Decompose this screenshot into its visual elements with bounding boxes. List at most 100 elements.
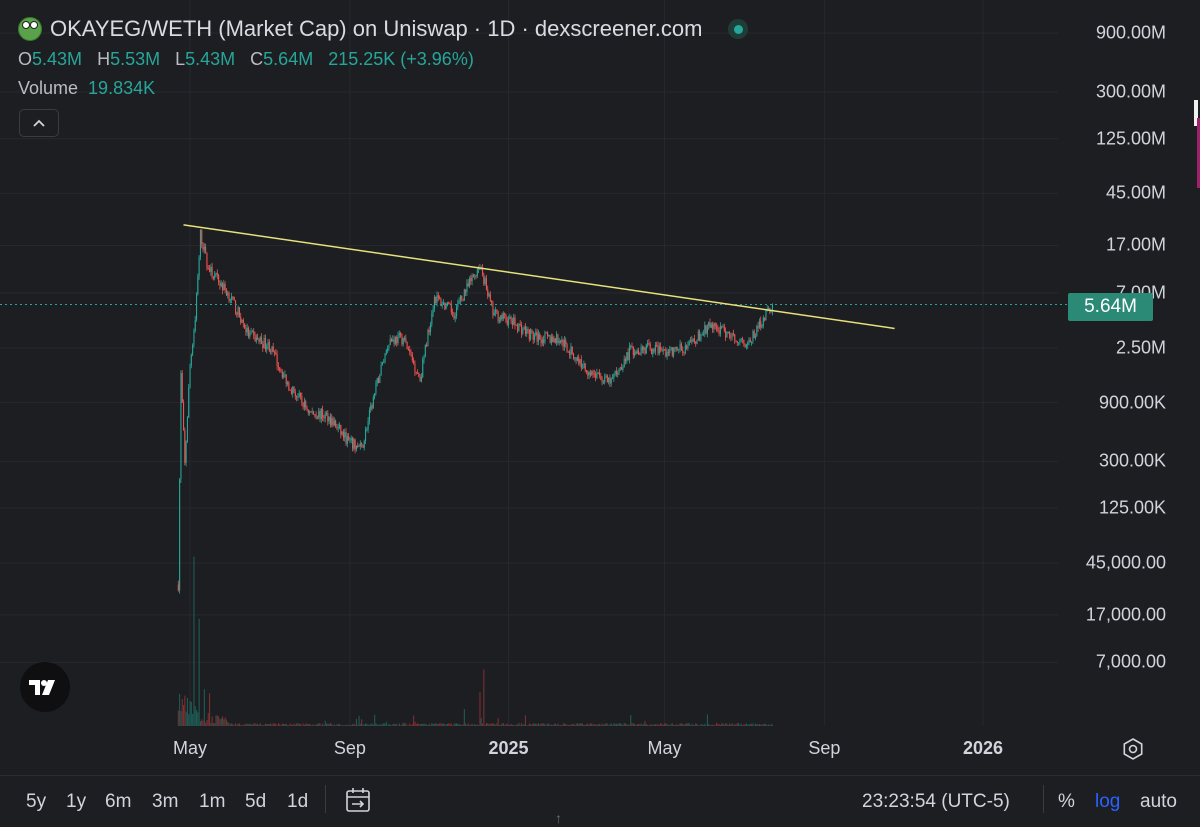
volume-bar: [212, 723, 214, 726]
volume-bar: [289, 723, 291, 726]
volume-bar: [565, 724, 567, 726]
volume-bar: [264, 723, 266, 726]
volume-bar: [329, 723, 331, 726]
bottom-toolbar: [0, 775, 1200, 827]
log-scale-toggle[interactable]: log: [1095, 791, 1121, 812]
candle-body: [337, 427, 339, 429]
volume-bar: [194, 706, 196, 726]
volume-bar: [346, 725, 348, 726]
candle-body: [544, 332, 546, 343]
volume-bar: [244, 724, 246, 726]
tradingview-logo-icon[interactable]: [20, 662, 70, 712]
candle-body: [498, 320, 500, 322]
volume-bar: [345, 724, 347, 726]
volume-bar: [349, 725, 351, 726]
range-button-5y[interactable]: 5y: [26, 791, 47, 812]
volume-bar: [297, 723, 299, 726]
candle-body: [618, 368, 620, 374]
volume-bar: [248, 724, 250, 726]
volume-bar: [517, 724, 519, 726]
volume-bar: [656, 724, 658, 726]
volume-bar: [553, 723, 555, 726]
volume-bar: [203, 689, 205, 726]
candle-body: [192, 344, 194, 355]
candle-body: [712, 324, 714, 330]
candle-body: [597, 372, 599, 374]
range-button-5d[interactable]: 5d: [245, 791, 267, 812]
range-button-3m[interactable]: 3m: [152, 791, 179, 812]
candle-body: [653, 349, 655, 352]
candle-body: [556, 334, 558, 343]
volume-bar: [450, 723, 452, 726]
volume-bar: [391, 725, 393, 726]
volume-bar: [537, 723, 539, 726]
candle-body: [361, 443, 363, 445]
range-button-6m[interactable]: 6m: [105, 791, 132, 812]
volume-bar: [653, 724, 655, 726]
volume-bar: [461, 725, 463, 726]
candle-body: [557, 334, 559, 344]
volume-bar: [471, 723, 473, 726]
candle-body: [405, 338, 407, 342]
clock-timezone[interactable]: 23:23:54 (UTC-5): [862, 791, 1010, 812]
candle-body: [201, 229, 203, 244]
volume-bar: [686, 723, 688, 726]
volume-bar: [259, 723, 261, 726]
candle-body: [238, 307, 240, 317]
candle-body: [263, 337, 265, 349]
volume-bar: [441, 723, 443, 726]
volume-bar: [333, 724, 335, 726]
candle-body: [452, 312, 454, 314]
volume-bar: [422, 723, 424, 726]
candle-body: [526, 328, 528, 334]
range-button-1d[interactable]: 1d: [287, 791, 309, 812]
candle-body: [432, 308, 434, 314]
collapse-legend-button[interactable]: [19, 109, 59, 137]
candle-body: [643, 347, 645, 351]
volume-bar: [270, 723, 272, 726]
candle-body: [640, 346, 642, 355]
candle-body: [409, 349, 411, 352]
candle-body: [287, 382, 289, 385]
chart-settings-button[interactable]: [1121, 737, 1145, 761]
time-axis-label: Sep: [808, 738, 841, 758]
candle-body: [747, 342, 749, 345]
candle-body: [227, 292, 229, 296]
volume-bar: [648, 725, 650, 726]
price-axis-label: 300.00M: [1095, 81, 1166, 102]
range-button-1y[interactable]: 1y: [66, 791, 87, 812]
go-to-date-button[interactable]: [343, 785, 373, 815]
candle-body: [423, 356, 425, 360]
candle-body: [402, 338, 404, 345]
range-button-1m[interactable]: 1m: [199, 791, 226, 812]
candle-body: [547, 332, 549, 337]
candle-body: [500, 315, 502, 321]
volume-bar: [283, 723, 285, 726]
candle-body: [374, 393, 376, 398]
candles: [177, 229, 773, 594]
candle-body: [349, 440, 351, 442]
volume-bar: [310, 725, 312, 726]
candle-body: [575, 357, 577, 361]
auto-scale-toggle[interactable]: auto: [1140, 791, 1177, 812]
volume-bar: [496, 723, 498, 726]
percent-scale-toggle[interactable]: %: [1058, 791, 1075, 812]
candle-body: [515, 324, 517, 326]
volume-bar: [348, 724, 350, 726]
volume-bar: [723, 724, 725, 726]
candle-body: [193, 330, 195, 345]
scroll-up-icon[interactable]: ↑: [555, 810, 562, 826]
candle-body: [600, 375, 602, 380]
volume-bar: [727, 724, 729, 726]
volume-bar: [249, 723, 251, 726]
candle-body: [652, 349, 654, 355]
volume-bar: [766, 725, 768, 726]
candle-body: [579, 359, 581, 364]
candle-body: [519, 324, 521, 326]
volume-bar: [497, 717, 499, 726]
candle-body: [401, 335, 403, 345]
candle-body: [326, 413, 328, 415]
volume-bar: [353, 723, 355, 726]
volume-bar: [307, 724, 309, 726]
